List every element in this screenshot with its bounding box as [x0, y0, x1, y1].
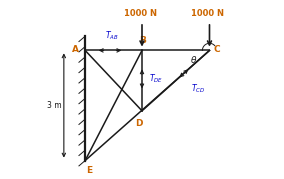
Text: C: C	[213, 45, 220, 54]
Text: 3 m: 3 m	[47, 101, 62, 110]
Text: E: E	[87, 166, 93, 175]
Text: B: B	[139, 36, 146, 45]
Text: A: A	[72, 45, 79, 54]
Text: 1000 N: 1000 N	[191, 9, 224, 18]
Text: $T_{CD}$: $T_{CD}$	[191, 82, 205, 95]
Text: $T_{AB}$: $T_{AB}$	[105, 30, 119, 42]
Text: 1000 N: 1000 N	[124, 9, 157, 18]
Text: $T_{DE}$: $T_{DE}$	[149, 73, 163, 85]
Text: D: D	[135, 119, 142, 128]
Text: θ: θ	[191, 56, 196, 65]
